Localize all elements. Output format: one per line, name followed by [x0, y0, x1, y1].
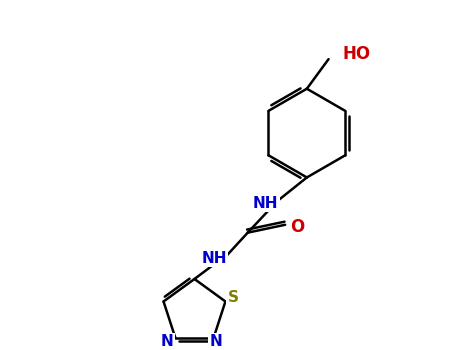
Text: O: O: [290, 218, 304, 236]
Text: N: N: [209, 334, 222, 349]
Text: N: N: [161, 334, 174, 349]
Text: NH: NH: [253, 196, 278, 211]
Text: NH: NH: [202, 251, 227, 266]
Text: HO: HO: [342, 45, 370, 63]
Text: S: S: [228, 290, 239, 305]
